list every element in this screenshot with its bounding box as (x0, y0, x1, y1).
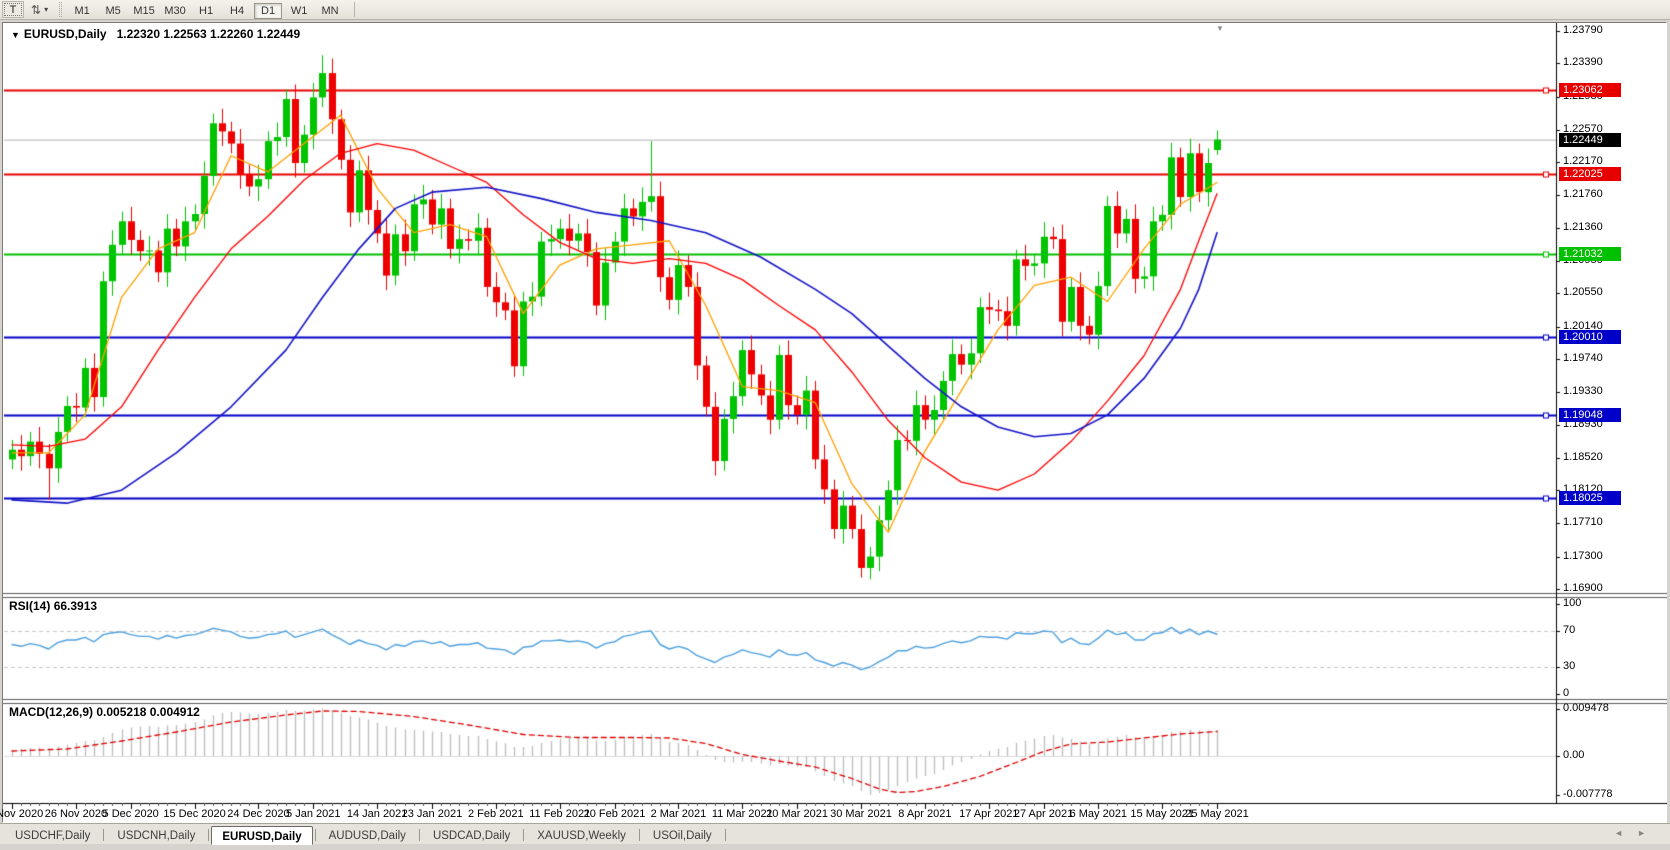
tab-scroll-arrows: ◄► (1614, 828, 1660, 838)
top-toolbar: T ⇅ ▾ M1 M5 M15 M30 H1 H4 D1 W1 MN (0, 0, 1670, 20)
chart-tabs: USDCHF,Daily USDCNH,Daily EURUSD,Daily AUDU… (4, 825, 728, 845)
tab-separator (314, 829, 316, 841)
timeframe-button-h4[interactable]: H4 (223, 3, 251, 19)
timeframe-button-d1[interactable]: D1 (254, 2, 283, 19)
timeframe-button-h1[interactable]: H1 (192, 3, 220, 19)
swap-arrows-icon: ⇅ (31, 2, 42, 17)
tab-usdcnh-daily[interactable]: USDCNH,Daily (117, 829, 196, 842)
tab-separator (638, 829, 640, 841)
tab-separator (724, 829, 726, 841)
chart-tabs-bar: USDCHF,Daily USDCNH,Daily EURUSD,Daily AUDU… (0, 823, 1670, 845)
timeframe-button-m15[interactable]: M15 (130, 3, 158, 19)
tab-separator (418, 829, 420, 841)
timeframe-button-mn[interactable]: MN (316, 3, 344, 19)
toolbar-grip (59, 2, 63, 17)
tab-scroll-left-icon[interactable]: ◄ (1614, 828, 1638, 838)
tab-usdchf-daily[interactable]: USDCHF,Daily (15, 829, 91, 842)
chevron-down-icon: ▾ (44, 5, 49, 14)
timeframe-button-m5[interactable]: M5 (99, 3, 127, 19)
chart-window: ▼ EURUSD,Daily 1.22320 1.22563 1.22260 1.2… (0, 22, 1667, 823)
toolbar-separator (354, 2, 356, 17)
objects-tool-button[interactable]: ⇅ ▾ (26, 1, 53, 18)
timeframe-button-w1[interactable]: W1 (285, 3, 313, 19)
tab-scroll-right-icon[interactable]: ► (1637, 828, 1660, 838)
tab-audusd-daily[interactable]: AUDUSD,Daily (328, 829, 406, 842)
tab-separator (208, 829, 210, 841)
timeframe-group: M1 M5 M15 M30 H1 H4 D1 W1 MN (68, 1, 347, 19)
text-tool-button[interactable]: T (2, 1, 24, 18)
tab-usoil-daily[interactable]: USOil,Daily (652, 829, 712, 842)
tab-xauusd-weekly[interactable]: XAUUSD,Weekly (537, 829, 626, 842)
tab-eurusd-daily[interactable]: EURUSD,Daily (211, 826, 313, 845)
tab-usdcad-daily[interactable]: USDCAD,Daily (432, 829, 511, 842)
price-chart-canvas[interactable] (3, 23, 1667, 823)
timeframe-button-m1[interactable]: M1 (68, 3, 96, 19)
tab-separator (523, 829, 525, 841)
timeframe-button-m30[interactable]: M30 (161, 3, 189, 19)
tab-separator (103, 829, 105, 841)
